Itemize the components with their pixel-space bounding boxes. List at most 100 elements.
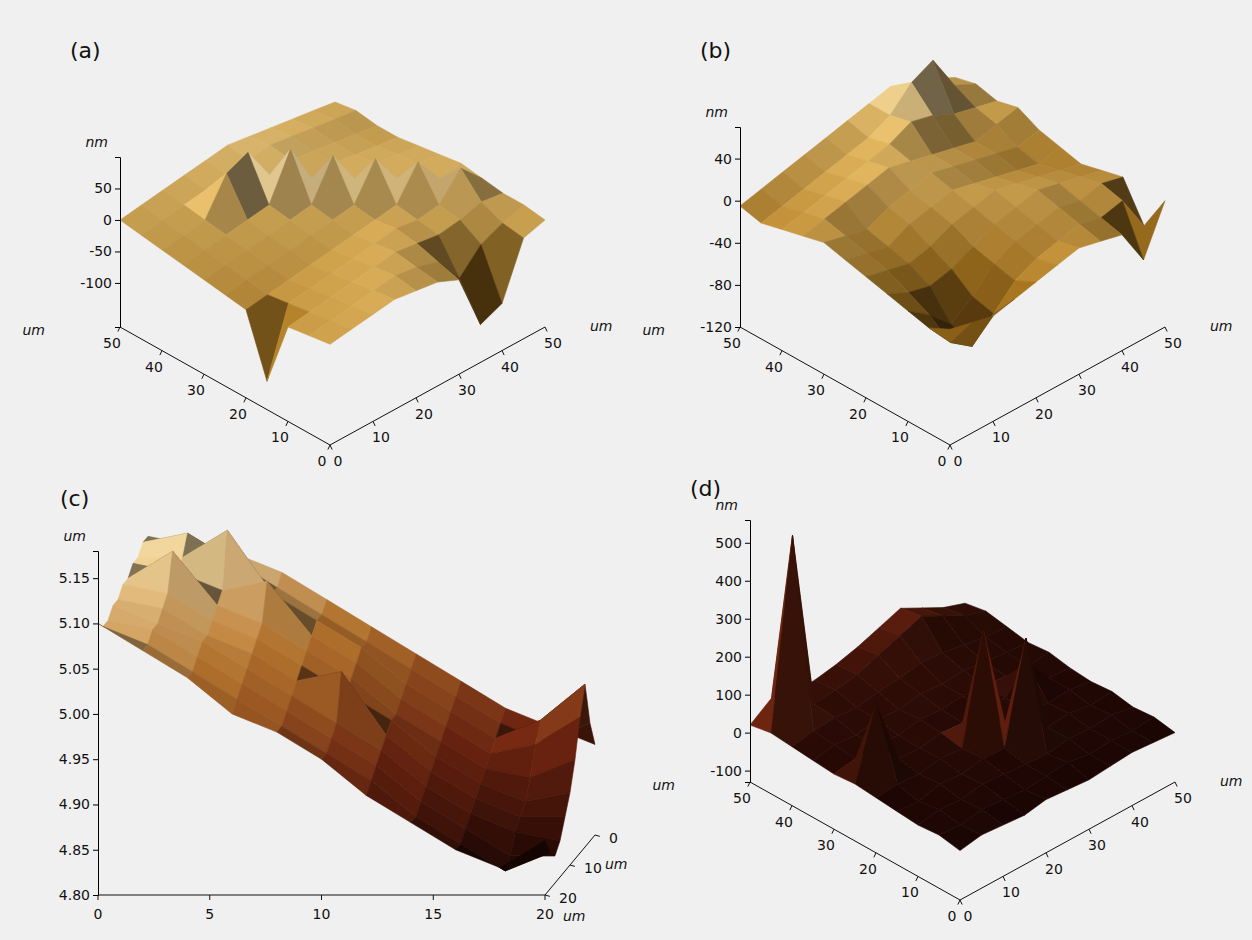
tick: 100 — [715, 687, 750, 703]
tick-label: 300 — [715, 611, 742, 627]
tick-mark — [93, 804, 98, 805]
tick: -80 — [709, 277, 740, 293]
tick: 0 — [723, 193, 740, 209]
tick-mark — [780, 351, 782, 356]
surface-cell — [855, 704, 898, 798]
tick-mark — [1122, 351, 1124, 356]
tick-mark — [502, 351, 504, 356]
tick-mark — [373, 421, 375, 426]
tick-mark — [459, 374, 461, 379]
tick-label: 0 — [609, 830, 618, 846]
tick-mark — [160, 351, 162, 356]
tick-label: 30 — [817, 837, 835, 853]
tick-mark — [209, 895, 210, 900]
surface-cell — [866, 270, 909, 294]
tick-mark — [1003, 876, 1005, 881]
tick-mark — [570, 865, 575, 866]
tick-mark — [93, 850, 98, 851]
tick-label: -50 — [89, 243, 112, 259]
axis-title: um — [1220, 773, 1243, 789]
tick: -50 — [89, 243, 120, 259]
tick-label: 20 — [559, 890, 577, 906]
tick-mark — [745, 581, 750, 582]
tick-mark — [545, 327, 547, 332]
tick-label: 100 — [715, 687, 742, 703]
tick-label: 50 — [94, 180, 112, 196]
surface-cell — [187, 672, 237, 714]
tick-mark — [115, 220, 120, 221]
axis-title: um — [63, 528, 86, 544]
axis-line — [750, 782, 960, 900]
tick-label: 30 — [1078, 382, 1096, 398]
figure: (a)-100-50050nm01020304050um01020304050u… — [0, 0, 1252, 940]
tick: 4.90 — [59, 796, 98, 812]
tick-label: 0 — [733, 725, 742, 741]
axis-line — [120, 327, 330, 445]
tick-label: 5 — [205, 906, 214, 922]
tick-mark — [595, 835, 600, 836]
z-axis: -100-50050 — [80, 158, 120, 328]
tick: 4.85 — [59, 842, 98, 858]
surface-cell — [309, 321, 352, 345]
x-axis: 01020304050um — [330, 318, 613, 469]
tick-label: -40 — [709, 235, 732, 251]
surface-cell — [929, 323, 972, 343]
tick: 5.10 — [59, 615, 98, 631]
axis-line — [745, 521, 751, 783]
axis-line — [115, 158, 121, 328]
tick-label: 10 — [271, 429, 289, 445]
tick-label: 30 — [187, 382, 205, 398]
tick-mark — [416, 398, 418, 403]
panel-label: (b) — [700, 38, 731, 63]
tick-label: 0 — [334, 453, 343, 469]
tick-mark — [993, 421, 995, 426]
axis-title: um — [652, 777, 675, 793]
tick: -100 — [80, 275, 120, 291]
axis-line — [93, 552, 99, 896]
tick-mark — [433, 895, 434, 900]
tick-mark — [115, 251, 120, 252]
surface — [98, 530, 595, 871]
tick-mark — [93, 669, 98, 670]
surface-cell — [232, 699, 282, 732]
tick: 4.80 — [59, 887, 98, 903]
tick-mark — [321, 895, 322, 900]
tick-label: 0 — [94, 906, 103, 922]
tick-label: 30 — [807, 382, 825, 398]
tick-mark — [1036, 398, 1038, 403]
tick-label: 40 — [1131, 814, 1149, 830]
tick-label: 20 — [1035, 406, 1053, 422]
tick-label: 4.80 — [59, 887, 90, 903]
tick-mark — [1132, 806, 1134, 811]
surface-cell — [939, 825, 982, 851]
tick-mark — [948, 445, 950, 450]
tick-label: 10 — [1002, 884, 1020, 900]
tick: 5.15 — [59, 570, 98, 586]
surface-cell — [500, 841, 550, 871]
tick-mark — [286, 421, 288, 426]
tick-mark — [735, 201, 740, 202]
axis-title: um — [605, 856, 628, 872]
tick: 500 — [715, 535, 750, 551]
tick-mark — [960, 900, 962, 905]
tick-mark — [745, 543, 750, 544]
tick-mark — [735, 243, 740, 244]
panel-label: (a) — [70, 38, 101, 63]
z-axis: -120-80-40040 — [700, 128, 740, 335]
surface-cell — [520, 793, 570, 817]
axis-title: um — [590, 318, 613, 334]
tick-label: 5.15 — [59, 570, 90, 586]
tick-mark — [735, 159, 740, 160]
tick: 40 — [714, 151, 740, 167]
tick: 200 — [715, 649, 750, 665]
surface-cell — [771, 535, 814, 747]
tick-label: 40 — [1121, 359, 1139, 375]
tick-mark — [748, 782, 750, 787]
panel: (c)4.804.854.904.955.005.055.105.15um051… — [59, 486, 628, 924]
tick-mark — [864, 398, 866, 403]
surface-cell — [962, 631, 1005, 759]
tick-label: 50 — [544, 335, 562, 351]
surface-cell — [322, 753, 372, 795]
panel: (d)-1000100200300400500nm01020304050um01… — [652, 476, 1242, 924]
tick-label: 40 — [775, 814, 793, 830]
